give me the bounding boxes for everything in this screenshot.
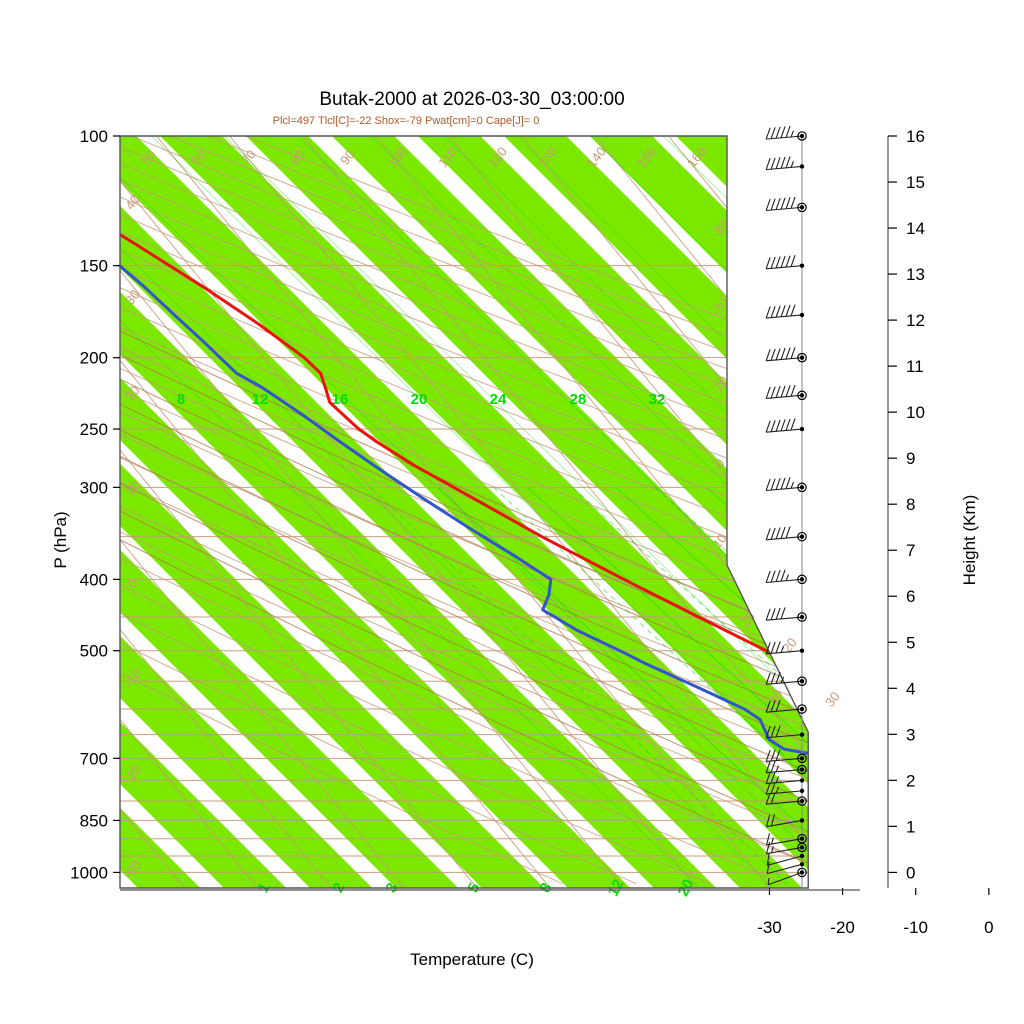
pressure-tick-label: 850: [80, 811, 108, 830]
wind-barb: [765, 384, 805, 400]
plot-frame: [119, 135, 809, 889]
wind-barb: [765, 569, 805, 584]
temperature-tick-label: -10: [903, 918, 928, 937]
height-tick-label: 15: [906, 173, 925, 192]
height-tick-label: 6: [906, 587, 915, 606]
pressure-tick-label: 300: [80, 478, 108, 497]
height-marker: [797, 574, 807, 585]
wind-barb: [765, 671, 805, 685]
height-tick-label: 2: [906, 771, 915, 790]
pressure-tick-label: 500: [80, 642, 108, 661]
wind-barb: [765, 156, 805, 171]
dewpoint-curve: [120, 136, 809, 769]
pressure-tick-label: 1000: [70, 863, 108, 882]
height-marker: [797, 531, 807, 542]
height-tick-label: 8: [906, 495, 915, 514]
height-marker: [797, 202, 807, 213]
height-marker: [797, 796, 807, 806]
height-tick-label: 4: [906, 679, 915, 698]
wind-barb: [765, 760, 805, 774]
pressure-tick-label: 250: [80, 420, 108, 439]
height-tick-label: 13: [906, 265, 925, 284]
indices-subtitle: Plcl=497 Tlcl[C]=-22 Shox=-79 Pwat[cm]=0…: [273, 115, 540, 127]
height-tick-label: 1: [906, 817, 915, 836]
temperature-tick-label: 0: [984, 918, 993, 937]
height-marker: [797, 764, 807, 775]
wind-barb: [767, 870, 805, 886]
height-marker: [797, 676, 807, 687]
wind-barb: [765, 418, 805, 433]
mixing-ratio-label: 8: [177, 391, 185, 408]
wind-barb: [765, 771, 805, 785]
wind-barb: [765, 699, 805, 713]
mixing-ratio-label: 12: [252, 391, 269, 408]
height-tick-label: 11: [906, 357, 924, 376]
height-tick-label: 0: [906, 863, 915, 882]
mixing-ratio-label: 28: [570, 391, 587, 408]
height-marker: [797, 833, 807, 844]
temperature-curve: [120, 136, 809, 769]
wind-barb: [765, 607, 805, 621]
height-tick-label: 12: [906, 311, 925, 330]
height-tick-label: 10: [906, 403, 925, 422]
wind-barb: [765, 347, 805, 362]
height-tick-label: 7: [906, 541, 915, 560]
mixing-ratio-label: 32: [649, 391, 666, 408]
height-marker: [797, 612, 807, 622]
mixing-ratio-label: 24: [490, 391, 507, 408]
wind-barb: [766, 813, 805, 828]
height-marker: [797, 390, 807, 401]
wind-barb: [765, 477, 805, 492]
wind-barb: [765, 526, 805, 541]
pressure-tick-label: 700: [80, 749, 108, 768]
height-marker: [797, 482, 807, 493]
height-marker: [797, 867, 807, 878]
wind-barb: [765, 304, 805, 319]
wind-barb: [765, 196, 805, 212]
wind-barb: [765, 641, 805, 655]
wind-barb: [765, 125, 805, 140]
wind-barb: [766, 833, 805, 846]
page-title: Butak-2000 at 2026-03-30_03:00:00: [319, 89, 624, 110]
wind-barb: [765, 749, 805, 763]
height-marker: [797, 704, 807, 714]
wind-barb: [765, 725, 805, 739]
height-tick-label: 16: [906, 127, 925, 146]
wind-barb: [766, 853, 805, 866]
height-tick-label: 14: [906, 219, 925, 238]
temperature-tick-label: -20: [830, 918, 855, 937]
sounding-curves: [120, 136, 809, 769]
mixing-ratio-label: 16: [332, 391, 349, 408]
wind-barb: [765, 782, 805, 795]
wind-barb: [765, 792, 805, 805]
wind-barb-column: [765, 125, 807, 888]
pressure-tick-label: 200: [80, 349, 108, 368]
dry-adiabat-lines: [120, 136, 809, 885]
height-tick-label: 5: [906, 633, 915, 652]
height-axis-label: Height (Km): [960, 495, 979, 586]
pressure-tick-label: 400: [80, 570, 108, 589]
pressure-tick-label: 100: [80, 127, 108, 146]
pressure-tick-label: 150: [80, 257, 108, 276]
wind-barb: [766, 861, 805, 875]
height-tick-label: 9: [906, 449, 915, 468]
temperature-tick-label: -30: [757, 918, 782, 937]
height-marker: [797, 753, 807, 764]
moist-adiabat-lines: [120, 136, 809, 885]
height-tick-label: 3: [906, 725, 915, 744]
x-axis-label: Temperature (C): [410, 950, 534, 969]
mixing-ratio-label: 20: [411, 391, 428, 408]
y-axis-label: P (hPa): [51, 511, 70, 568]
wind-barb: [765, 255, 805, 270]
height-marker: [797, 131, 807, 141]
height-marker: [797, 352, 807, 363]
